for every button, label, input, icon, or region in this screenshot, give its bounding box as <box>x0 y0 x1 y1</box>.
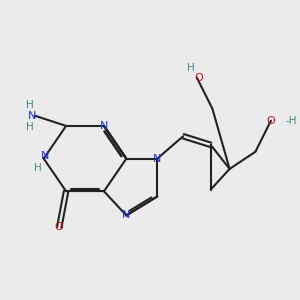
Text: O: O <box>266 116 275 126</box>
Text: N: N <box>122 210 130 220</box>
Text: H: H <box>26 100 34 110</box>
Text: -H: -H <box>285 116 297 126</box>
Text: O: O <box>55 223 64 232</box>
Text: N: N <box>41 151 50 161</box>
Text: O: O <box>194 73 203 83</box>
Text: N: N <box>28 111 36 121</box>
Text: H: H <box>26 122 34 132</box>
Text: N: N <box>153 154 161 164</box>
Text: H: H <box>34 163 41 173</box>
Text: H: H <box>187 63 195 73</box>
Text: N: N <box>100 121 108 131</box>
